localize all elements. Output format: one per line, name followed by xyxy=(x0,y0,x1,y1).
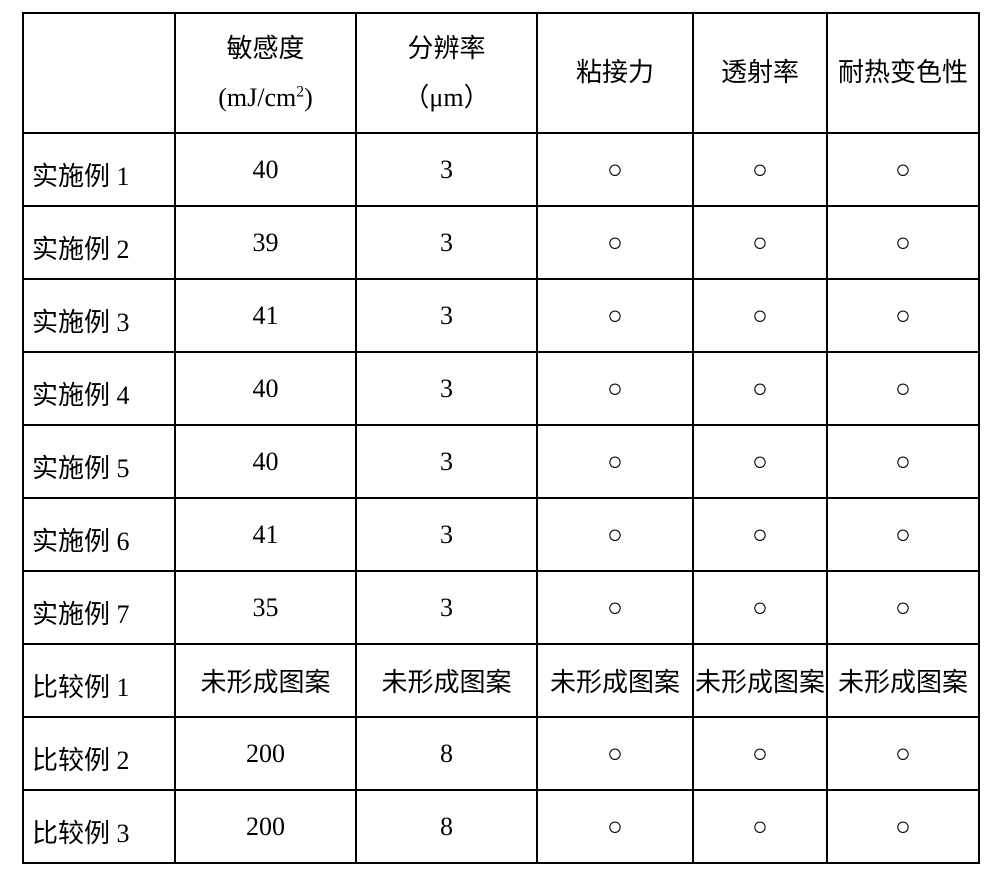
cell: ○ xyxy=(537,279,693,352)
cell: 35 xyxy=(175,571,356,644)
row-label: 实施例 2 xyxy=(23,206,175,279)
header-blank xyxy=(23,13,175,133)
row-label: 实施例 3 xyxy=(23,279,175,352)
cell: ○ xyxy=(693,206,827,279)
table-body: 实施例 1403○○○实施例 2393○○○实施例 3413○○○实施例 440… xyxy=(23,133,979,863)
header-sensitivity: 敏感度 (mJ/cm2) xyxy=(175,13,356,133)
row-label: 比较例 2 xyxy=(23,717,175,790)
cell: 3 xyxy=(356,498,537,571)
table-row: 实施例 2393○○○ xyxy=(23,206,979,279)
header-transmittance-label: 透射率 xyxy=(721,58,799,87)
row-label: 实施例 7 xyxy=(23,571,175,644)
cell: ○ xyxy=(827,498,979,571)
table-header: 敏感度 (mJ/cm2) 分辨率 （μm） 粘接力 透射率 耐热变色性 xyxy=(23,13,979,133)
cell: 未形成图案 xyxy=(175,644,356,717)
cell: 未形成图案 xyxy=(693,644,827,717)
cell: ○ xyxy=(827,790,979,863)
cell: 40 xyxy=(175,352,356,425)
cell: ○ xyxy=(537,425,693,498)
cell: ○ xyxy=(537,571,693,644)
cell: 3 xyxy=(356,571,537,644)
results-table: 敏感度 (mJ/cm2) 分辨率 （μm） 粘接力 透射率 耐热变色性 xyxy=(22,12,980,864)
cell: 3 xyxy=(356,206,537,279)
header-sensitivity-label: 敏感度 xyxy=(177,24,354,73)
table-row: 实施例 5403○○○ xyxy=(23,425,979,498)
cell: ○ xyxy=(693,279,827,352)
cell: 3 xyxy=(356,425,537,498)
row-label: 比较例 1 xyxy=(23,644,175,717)
cell: 8 xyxy=(356,717,537,790)
cell: 未形成图案 xyxy=(827,644,979,717)
header-adhesion: 粘接力 xyxy=(537,13,693,133)
table-row: 实施例 6413○○○ xyxy=(23,498,979,571)
cell: 8 xyxy=(356,790,537,863)
cell: ○ xyxy=(537,206,693,279)
cell: ○ xyxy=(693,133,827,206)
cell: ○ xyxy=(693,425,827,498)
cell: ○ xyxy=(827,425,979,498)
header-heat-discoloration-label: 耐热变色性 xyxy=(838,58,968,87)
cell: ○ xyxy=(537,790,693,863)
cell: ○ xyxy=(693,571,827,644)
cell: ○ xyxy=(537,498,693,571)
cell: 未形成图案 xyxy=(537,644,693,717)
cell: 200 xyxy=(175,717,356,790)
row-label: 实施例 4 xyxy=(23,352,175,425)
cell: ○ xyxy=(693,790,827,863)
cell: 40 xyxy=(175,133,356,206)
cell: ○ xyxy=(827,571,979,644)
table-row: 比较例 22008○○○ xyxy=(23,717,979,790)
table-row: 比较例 32008○○○ xyxy=(23,790,979,863)
table-row: 比较例 1未形成图案未形成图案未形成图案未形成图案未形成图案 xyxy=(23,644,979,717)
cell: 3 xyxy=(356,352,537,425)
cell: ○ xyxy=(693,352,827,425)
row-label: 实施例 6 xyxy=(23,498,175,571)
cell: ○ xyxy=(693,498,827,571)
header-transmittance: 透射率 xyxy=(693,13,827,133)
cell: ○ xyxy=(537,133,693,206)
cell: 40 xyxy=(175,425,356,498)
row-label: 实施例 1 xyxy=(23,133,175,206)
cell: 3 xyxy=(356,133,537,206)
header-row: 敏感度 (mJ/cm2) 分辨率 （μm） 粘接力 透射率 耐热变色性 xyxy=(23,13,979,133)
row-label: 实施例 5 xyxy=(23,425,175,498)
header-adhesion-label: 粘接力 xyxy=(576,58,654,87)
table-row: 实施例 1403○○○ xyxy=(23,133,979,206)
cell: ○ xyxy=(827,717,979,790)
header-sensitivity-unit: (mJ/cm2) xyxy=(177,73,354,122)
cell: ○ xyxy=(537,717,693,790)
cell: 41 xyxy=(175,279,356,352)
cell: ○ xyxy=(693,717,827,790)
cell: ○ xyxy=(537,352,693,425)
row-label: 比较例 3 xyxy=(23,790,175,863)
table-row: 实施例 3413○○○ xyxy=(23,279,979,352)
cell: 3 xyxy=(356,279,537,352)
page: 敏感度 (mJ/cm2) 分辨率 （μm） 粘接力 透射率 耐热变色性 xyxy=(0,0,1000,879)
cell: 39 xyxy=(175,206,356,279)
header-resolution-unit: （μm） xyxy=(358,73,535,122)
cell: ○ xyxy=(827,279,979,352)
cell: ○ xyxy=(827,133,979,206)
cell: 41 xyxy=(175,498,356,571)
table-row: 实施例 7353○○○ xyxy=(23,571,979,644)
table-row: 实施例 4403○○○ xyxy=(23,352,979,425)
cell: 未形成图案 xyxy=(356,644,537,717)
header-resolution-label: 分辨率 xyxy=(358,24,535,73)
cell: ○ xyxy=(827,206,979,279)
cell: 200 xyxy=(175,790,356,863)
header-heat-discoloration: 耐热变色性 xyxy=(827,13,979,133)
header-resolution: 分辨率 （μm） xyxy=(356,13,537,133)
cell: ○ xyxy=(827,352,979,425)
